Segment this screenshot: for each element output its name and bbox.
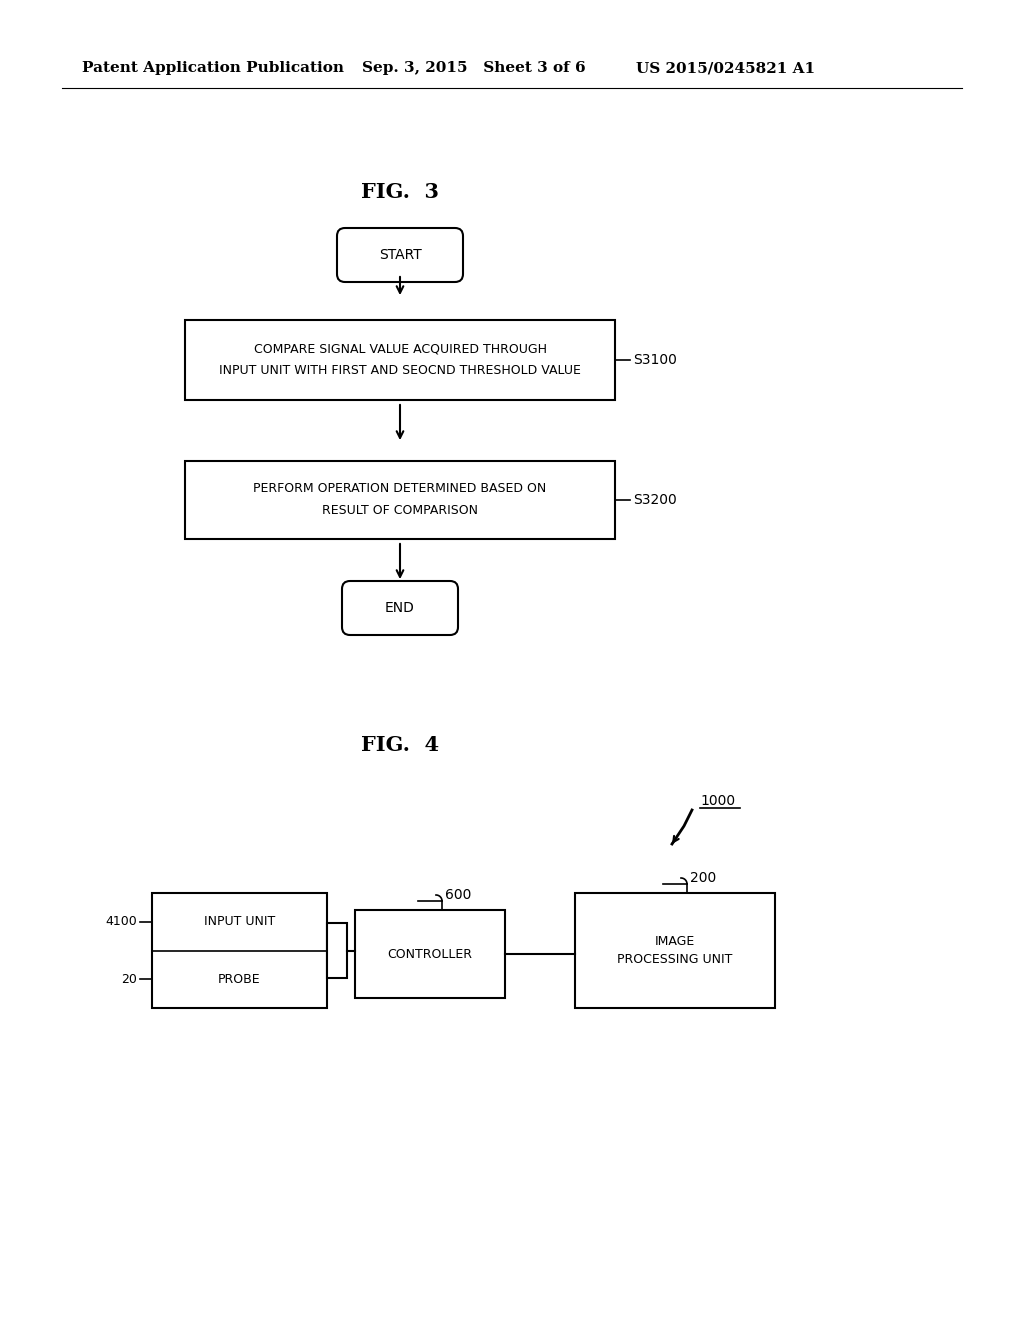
Text: 600: 600 — [445, 888, 471, 902]
Text: FIG.  3: FIG. 3 — [361, 182, 439, 202]
Text: 20: 20 — [121, 973, 137, 986]
FancyBboxPatch shape — [337, 228, 463, 282]
Bar — [327, 923, 347, 978]
Bar — [185, 319, 615, 400]
Text: PROCESSING UNIT: PROCESSING UNIT — [617, 953, 733, 966]
Text: IMAGE: IMAGE — [655, 935, 695, 948]
Text: 200: 200 — [690, 871, 716, 884]
Bar — [185, 461, 615, 539]
Text: Patent Application Publication: Patent Application Publication — [82, 61, 344, 75]
Text: INPUT UNIT WITH FIRST AND SEOCND THRESHOLD VALUE: INPUT UNIT WITH FIRST AND SEOCND THRESHO… — [219, 364, 581, 378]
Text: PROBE: PROBE — [218, 973, 261, 986]
Text: CONTROLLER: CONTROLLER — [387, 948, 472, 961]
Text: S3200: S3200 — [633, 492, 677, 507]
Text: S3100: S3100 — [633, 352, 677, 367]
Text: END: END — [385, 601, 415, 615]
Text: Sep. 3, 2015   Sheet 3 of 6: Sep. 3, 2015 Sheet 3 of 6 — [362, 61, 586, 75]
Bar — [355, 909, 505, 998]
Text: INPUT UNIT: INPUT UNIT — [204, 915, 275, 928]
Text: PERFORM OPERATION DETERMINED BASED ON: PERFORM OPERATION DETERMINED BASED ON — [253, 483, 547, 495]
FancyBboxPatch shape — [342, 581, 458, 635]
Text: COMPARE SIGNAL VALUE ACQUIRED THROUGH: COMPARE SIGNAL VALUE ACQUIRED THROUGH — [254, 342, 547, 355]
Text: START: START — [379, 248, 421, 261]
Bar — [152, 894, 327, 1008]
Text: 4100: 4100 — [105, 915, 137, 928]
Text: US 2015/0245821 A1: US 2015/0245821 A1 — [636, 61, 815, 75]
Text: 1000: 1000 — [700, 795, 735, 808]
Text: RESULT OF COMPARISON: RESULT OF COMPARISON — [322, 504, 478, 517]
Text: FIG.  4: FIG. 4 — [360, 735, 439, 755]
Bar — [575, 894, 775, 1008]
